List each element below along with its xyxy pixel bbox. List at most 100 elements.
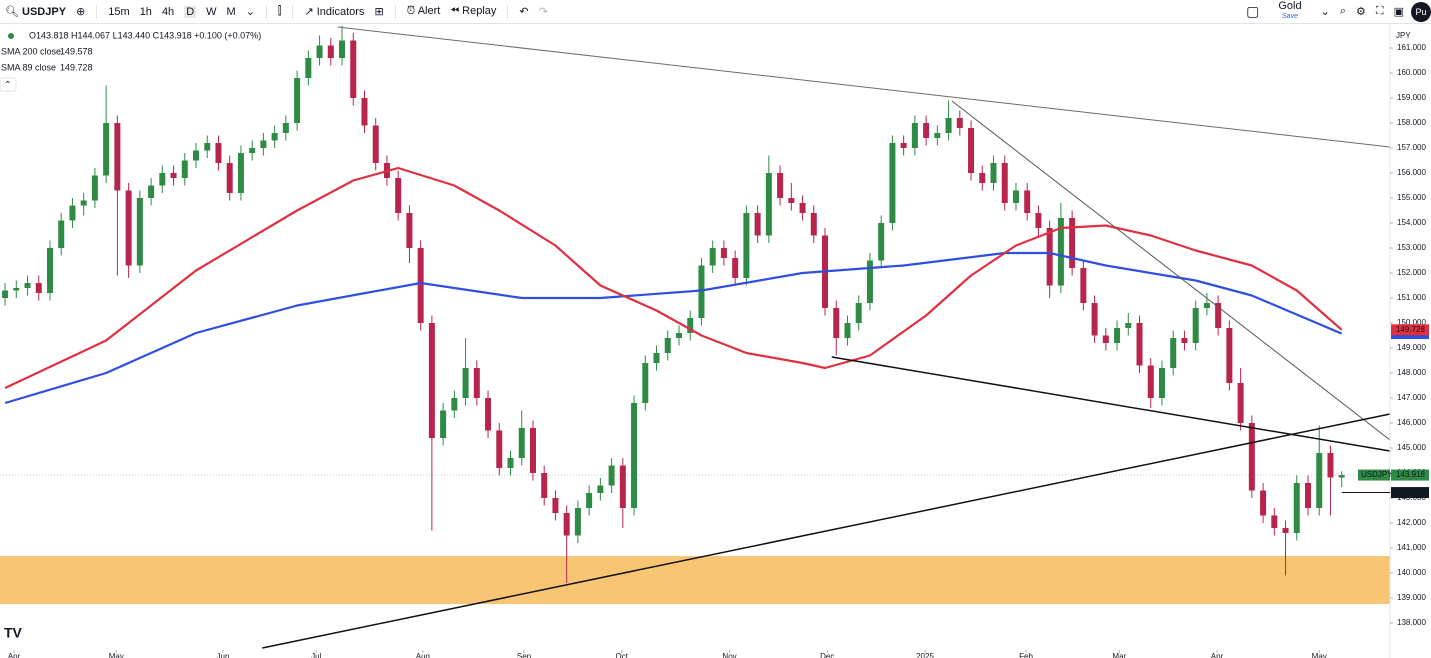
y-tick-label: 139.000 <box>1397 593 1426 602</box>
candle-body <box>80 200 87 206</box>
candle-body <box>1080 268 1087 303</box>
candle-body <box>204 143 211 151</box>
candle-body <box>1125 323 1132 328</box>
candle-body <box>765 173 772 236</box>
layout-menu[interactable]: ⌄ <box>1320 6 1330 18</box>
market-status <box>8 33 14 39</box>
candle-body <box>968 128 975 173</box>
candle-body <box>608 465 615 486</box>
candle-body <box>642 363 649 403</box>
trend-line <box>831 356 1391 452</box>
indicators-button[interactable]: ↗ Indicators <box>304 6 365 18</box>
sma-line <box>4 166 1343 389</box>
chart-type[interactable]: ⫿ <box>277 5 282 17</box>
candle-body <box>1271 515 1278 528</box>
candle-body <box>990 163 997 183</box>
quick-search[interactable]: ⌕ <box>1339 5 1347 17</box>
snapshot-button[interactable]: ▣ <box>1393 6 1404 18</box>
x-tick-label: Nov <box>722 652 736 658</box>
replay-button[interactable]: ⏪︎ Replay <box>450 5 497 17</box>
candle-body <box>1192 308 1199 343</box>
candle-body <box>1203 303 1210 308</box>
legend-name: SMA 200 close <box>1 46 61 56</box>
fullscreen-button[interactable]: ⛶ <box>1375 5 1384 17</box>
candle-body <box>743 213 750 278</box>
x-tick-label: Jun <box>217 652 230 658</box>
templates-button[interactable]: ⊞ <box>374 6 384 18</box>
settings-button[interactable]: ⚙︎ <box>1356 6 1366 18</box>
candle-body <box>979 173 986 183</box>
candle-body <box>777 173 784 198</box>
candle-body <box>586 493 593 508</box>
x-tick-label: Apr <box>1211 652 1224 658</box>
candle-body <box>1046 228 1053 286</box>
y-tick-label: 151.000 <box>1397 293 1426 302</box>
candle-body <box>451 398 458 411</box>
indicators-label: Indicators <box>316 6 365 18</box>
interval-menu[interactable]: ⌄ <box>245 6 255 18</box>
price-tag <box>1391 487 1429 499</box>
redo-button[interactable]: ↷ <box>538 6 548 18</box>
price-tag <box>1391 324 1429 336</box>
candle-body <box>889 143 896 223</box>
interval[interactable]: 1h <box>139 5 152 18</box>
candle-body <box>934 133 941 138</box>
candle-body <box>1170 338 1177 368</box>
interval[interactable]: D <box>184 5 197 18</box>
x-tick-label: Apr <box>8 652 21 658</box>
y-tick-label: 161.000 <box>1397 43 1426 52</box>
candle-body <box>1215 303 1222 328</box>
x-tick-label: Dec <box>820 652 834 658</box>
candle-body <box>574 508 581 536</box>
candle-body <box>294 78 301 123</box>
candle-body <box>339 40 346 58</box>
y-tick-label: 160.000 <box>1397 68 1426 77</box>
layout-button[interactable]: Gold Save <box>1278 1 1301 21</box>
collapse-legend[interactable] <box>0 77 17 92</box>
candle-body <box>878 223 885 261</box>
candle-body <box>844 323 851 338</box>
candle-body <box>1226 328 1233 383</box>
candle-body <box>1260 490 1267 516</box>
candle-body <box>1035 213 1042 228</box>
candle-body <box>1158 368 1165 398</box>
candle-body <box>1237 383 1244 423</box>
replay-label: Replay <box>462 5 497 17</box>
add-symbol[interactable]: ⊕ <box>76 6 86 18</box>
y-tick-label: 155.000 <box>1397 193 1426 202</box>
y-tick-label: 138.000 <box>1397 618 1426 627</box>
y-tick-label: 149.000 <box>1397 343 1426 352</box>
candle-body <box>114 123 121 191</box>
currency: JPY <box>1396 31 1411 40</box>
chart: O143.818 H144.067 L143.440 C143.918 +0.1… <box>0 24 1429 658</box>
candle-body <box>900 143 907 148</box>
symbol-search[interactable]: 🔍︎ USDJPY <box>5 6 67 18</box>
interval[interactable]: 4h <box>161 5 175 18</box>
separator <box>507 4 509 19</box>
layout-toggle[interactable]: ▢ <box>1246 3 1260 19</box>
trend-line <box>262 413 1391 649</box>
avatar[interactable]: Pu <box>1411 1 1431 22</box>
undo-button[interactable]: ↶ <box>519 6 529 18</box>
candle-body <box>1282 528 1289 533</box>
alert-button[interactable]: ⏰︎ Alert <box>406 5 441 17</box>
candle-body <box>1091 303 1098 336</box>
y-tick-label: 148.000 <box>1397 368 1426 377</box>
interval[interactable]: 15m <box>108 5 130 18</box>
tv-logo: TV <box>4 625 23 641</box>
candle-body <box>327 45 334 58</box>
candle-body <box>260 140 267 148</box>
candle-body <box>372 125 379 163</box>
candle-body <box>631 403 638 508</box>
candle-body <box>181 160 188 178</box>
candle-body <box>13 288 20 291</box>
interval[interactable]: W <box>206 5 217 18</box>
interval[interactable]: M <box>226 5 236 18</box>
candle-body <box>507 458 514 468</box>
candle-body <box>1305 483 1312 508</box>
legend-name: SMA 89 close <box>1 62 56 72</box>
y-tick-label: 152.000 <box>1397 268 1426 277</box>
candle-body <box>653 353 660 363</box>
candle-body <box>1114 328 1121 343</box>
x-tick-label: Mar <box>1112 652 1126 658</box>
